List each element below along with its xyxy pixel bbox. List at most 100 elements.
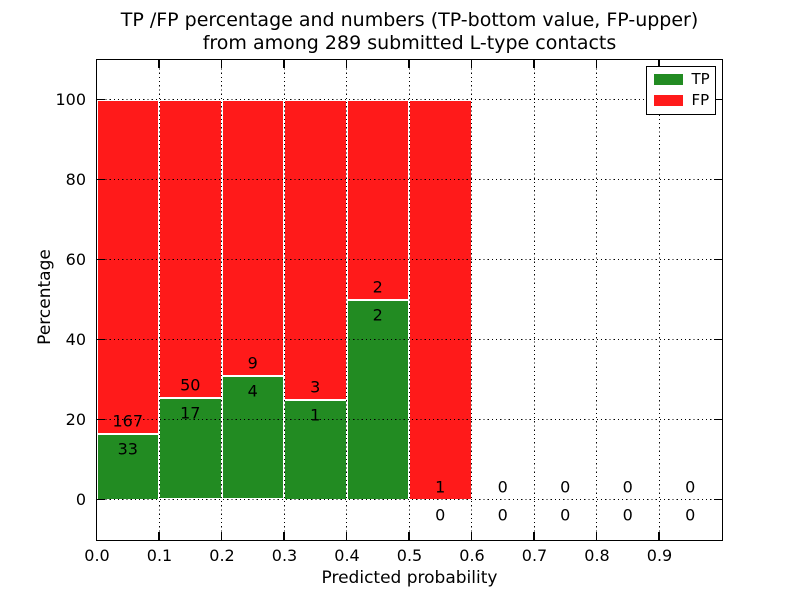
y-tick-mark [96,98,105,101]
y-tick-label: 20 [65,410,86,429]
bar-tp [159,398,222,500]
tp-count-label: 0 [435,505,446,524]
tp-count-label: 0 [560,505,571,524]
x-tick-label: 0.2 [209,546,235,565]
y-tick-label: 0 [75,490,86,509]
x-tick-label: 0.7 [521,546,548,565]
y-tick-mark [713,338,722,341]
grid-line-vertical [596,59,597,540]
grid-line-horizontal [96,339,722,340]
grid-line-vertical [283,59,285,540]
x-tick-mark [283,531,285,540]
x-tick-mark [283,59,285,68]
y-tick-mark [96,258,105,261]
y-tick-mark [713,178,722,181]
x-tick-label: 0.1 [146,546,173,565]
fp-count-label: 9 [247,353,258,373]
chart-title-line2: from among 289 submitted L-type contacts [202,32,617,54]
x-tick-mark [95,59,98,68]
x-tick-label: 0.3 [271,546,298,565]
x-tick-mark [595,59,598,68]
legend-label-fp: FP [691,90,710,109]
y-tick-label: 60 [65,250,86,269]
grid-line-vertical [408,59,410,540]
legend-entry: FP [653,90,715,109]
y-tick-label: 40 [65,330,86,349]
legend-swatch-tp-icon [653,74,683,86]
tp-count-label: 0 [622,505,633,524]
grid-line-horizontal [96,419,722,420]
legend: TP FP [645,65,716,115]
x-tick-mark [533,59,535,68]
y-tick-mark [713,498,722,501]
x-tick-mark [408,59,410,68]
x-tick-label: 0.5 [396,546,423,565]
x-tick-mark [533,531,535,540]
legend-label-tp: TP [691,70,710,89]
y-tick-mark [96,498,105,501]
chart-title-line1: TP /FP percentage and numbers (TP-bottom… [120,9,699,31]
y-tick-label: 100 [55,90,86,109]
fp-count-label: 50 [180,375,201,395]
fp-count-label: 0 [622,477,633,496]
x-tick-mark [220,59,223,68]
x-tick-mark [345,531,348,540]
grid-line-vertical [346,59,347,540]
y-tick-mark [713,418,722,421]
fp-count-label: 1 [435,477,446,496]
tp-count-label: 17 [180,403,201,423]
grid-line-vertical [158,59,160,540]
bar-fp [284,99,347,400]
tp-count-label: 33 [117,439,138,458]
grid-line-horizontal [96,259,722,260]
x-tick-mark [595,531,598,540]
tp-count-label: 0 [685,505,696,524]
x-tick-mark [95,531,98,540]
chart-title: TP /FP percentage and numbers (TP-bottom… [97,9,722,55]
fp-count-label: 0 [560,477,571,496]
grid-line-horizontal [96,179,722,180]
x-tick-mark [220,531,223,540]
x-tick-mark [658,59,660,68]
bar-tp [346,299,409,500]
bar-fp [409,99,472,500]
y-tick-mark [96,418,105,421]
y-tick-mark [713,258,722,261]
x-tick-mark [158,59,160,68]
x-tick-mark [658,531,660,540]
legend-entry: TP [653,70,715,89]
tp-count-label: 0 [497,505,508,524]
x-tick-label: 0.4 [334,546,360,565]
y-tick-mark [713,98,722,101]
fp-count-label: 0 [685,477,696,496]
x-tick-label: 0.0 [84,546,110,565]
y-tick-label: 80 [65,170,86,189]
fp-count-label: 2 [372,277,383,296]
x-tick-label: 0.9 [646,546,673,565]
x-tick-mark [470,531,473,540]
grid-line-vertical [471,59,472,540]
bar-fp [96,99,159,434]
plot-area: TP FP 167 33 50 17 9 4 3 1 2 2 1 0 0 0 0 0 0 0 0 0 [95,58,723,541]
bar-tp [96,433,159,500]
x-tick-label: 0.6 [459,546,485,565]
x-tick-mark [158,531,160,540]
grid-line-horizontal [96,99,722,100]
grid-line-vertical [533,59,535,540]
x-tick-label: 0.8 [584,546,610,565]
tp-count-label: 1 [310,405,321,424]
bar-fp [159,99,222,399]
x-tick-mark [408,531,410,540]
tp-count-label: 2 [372,305,383,324]
x-axis-label: Predicted probability [321,568,498,588]
y-tick-mark [96,178,105,181]
x-tick-mark [470,59,473,68]
grid-line-vertical [221,59,222,540]
grid-line-horizontal [96,499,722,500]
y-tick-mark [96,338,105,341]
legend-swatch-fp-icon [653,94,683,106]
fp-count-label: 167 [112,411,144,430]
tp-count-label: 4 [247,381,258,401]
bar-fp [346,99,409,300]
